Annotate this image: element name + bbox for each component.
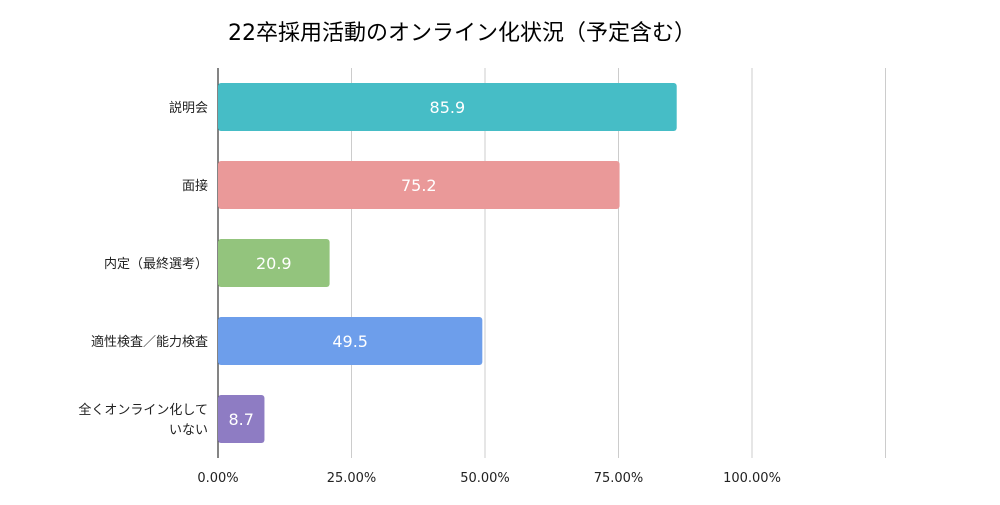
bar (218, 161, 620, 209)
chart-title: 22卒採用活動のオンライン化状況（予定含む） (228, 21, 696, 46)
data-label: 49.5 (332, 332, 368, 351)
x-tick-label: 100.00% (723, 471, 781, 486)
x-tick-label: 75.00% (594, 471, 644, 486)
category-label: 全くオンライン化していない (78, 402, 208, 438)
data-label: 85.9 (430, 98, 466, 117)
x-tick-label: 0.00% (197, 471, 238, 486)
category-label: 適性検査／能力検査 (91, 334, 208, 350)
bar (218, 317, 483, 365)
category-label: 面接 (182, 178, 208, 194)
category-label: 説明会 (169, 100, 208, 116)
x-tick-label: 25.00% (327, 471, 377, 486)
bar (218, 83, 677, 131)
bar (218, 395, 265, 443)
category-label: 内定（最終選考） (104, 256, 208, 272)
data-label: 20.9 (256, 254, 292, 273)
bar (218, 239, 330, 287)
data-label: 75.2 (401, 176, 437, 195)
x-tick-label: 50.00% (460, 471, 510, 486)
data-label: 8.7 (229, 410, 254, 429)
